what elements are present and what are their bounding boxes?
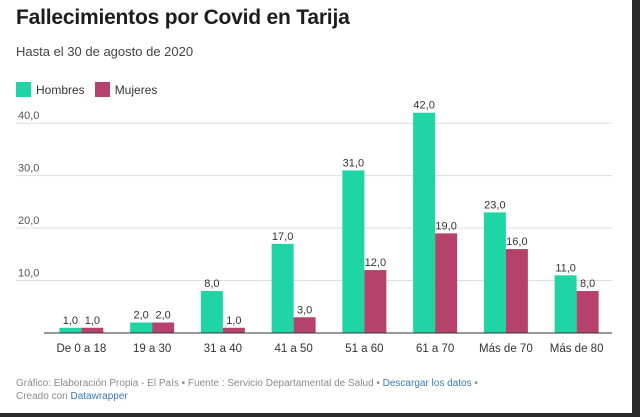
legend-label-mujeres: Mujeres bbox=[114, 82, 158, 97]
x-tick-label: 19 a 30 bbox=[133, 343, 171, 355]
y-tick-label: 20,0 bbox=[18, 215, 39, 227]
footer: Gráfico: Elaboración Propia - El País • … bbox=[16, 377, 478, 403]
legend-swatch-hombres bbox=[16, 82, 31, 97]
bar-mujeres bbox=[576, 291, 599, 333]
x-tick-label: 41 a 50 bbox=[274, 343, 312, 355]
footer-created-prefix: Creado con bbox=[16, 391, 71, 402]
data-label: 8,0 bbox=[204, 278, 219, 290]
bar-mujeres bbox=[293, 317, 316, 333]
bar-hombres bbox=[271, 243, 294, 333]
data-label: 2,0 bbox=[133, 310, 148, 322]
legend-item-mujeres: Mujeres bbox=[94, 82, 158, 97]
footer-separator: • bbox=[471, 378, 478, 389]
footer-created: Creado con Datawrapper bbox=[16, 390, 478, 403]
window-frame-bottom bbox=[0, 413, 640, 417]
data-label: 3,0 bbox=[297, 304, 312, 316]
data-label: 16,0 bbox=[506, 236, 527, 248]
footer-credits: Gráfico: Elaboración Propia - El País • … bbox=[16, 377, 478, 390]
x-tick-label: Más de 70 bbox=[479, 343, 533, 355]
x-tick-label: 61 a 70 bbox=[416, 343, 454, 355]
data-label: 31,0 bbox=[343, 157, 364, 169]
bar-mujeres bbox=[152, 322, 175, 333]
download-data-link[interactable]: Descargar los datos bbox=[382, 378, 472, 389]
bar-hombres bbox=[413, 112, 436, 333]
bar-mujeres bbox=[505, 249, 528, 333]
x-tick-label: 51 a 60 bbox=[345, 343, 383, 355]
bar-mujeres bbox=[222, 327, 245, 333]
legend: Hombres Mujeres bbox=[16, 82, 157, 97]
chart-title: Fallecimientos por Covid en Tarija bbox=[16, 6, 350, 29]
bar-hombres bbox=[130, 322, 153, 333]
data-label: 8,0 bbox=[580, 278, 595, 290]
bar-hombres bbox=[59, 327, 82, 333]
data-label: 19,0 bbox=[435, 220, 456, 232]
legend-swatch-mujeres bbox=[94, 82, 110, 97]
data-label: 17,0 bbox=[272, 231, 293, 243]
bar-hombres bbox=[342, 170, 365, 333]
x-tick-label: De 0 a 18 bbox=[56, 343, 106, 355]
data-label: 1,0 bbox=[226, 315, 241, 327]
bar-mujeres bbox=[81, 327, 104, 333]
x-tick-label: 31 a 40 bbox=[204, 343, 242, 355]
data-label: 11,0 bbox=[555, 262, 576, 274]
window-frame-right bbox=[632, 0, 640, 417]
y-tick-label: 30,0 bbox=[18, 163, 39, 175]
bar-mujeres bbox=[364, 270, 387, 333]
legend-item-hombres: Hombres bbox=[16, 82, 85, 97]
x-tick-label: Más de 80 bbox=[550, 343, 604, 355]
data-label: 12,0 bbox=[365, 257, 386, 269]
y-tick-label: 40,0 bbox=[18, 110, 39, 122]
y-tick-label: 10,0 bbox=[18, 268, 39, 280]
footer-source: Gráfico: Elaboración Propia - El País • … bbox=[16, 378, 383, 389]
chart-subtitle: Hasta el 30 de agosto de 2020 bbox=[16, 44, 194, 59]
data-label: 2,0 bbox=[155, 310, 170, 322]
legend-label-hombres: Hombres bbox=[36, 82, 85, 97]
bar-hombres bbox=[483, 212, 506, 333]
bar-mujeres bbox=[435, 233, 458, 333]
data-label: 1,0 bbox=[85, 315, 100, 327]
data-label: 23,0 bbox=[484, 199, 505, 211]
data-label: 42,0 bbox=[413, 100, 434, 112]
datawrapper-link[interactable]: Datawrapper bbox=[70, 391, 128, 402]
data-label: 1,0 bbox=[63, 315, 78, 327]
bar-hombres bbox=[200, 291, 223, 333]
bar-hombres bbox=[554, 275, 577, 333]
